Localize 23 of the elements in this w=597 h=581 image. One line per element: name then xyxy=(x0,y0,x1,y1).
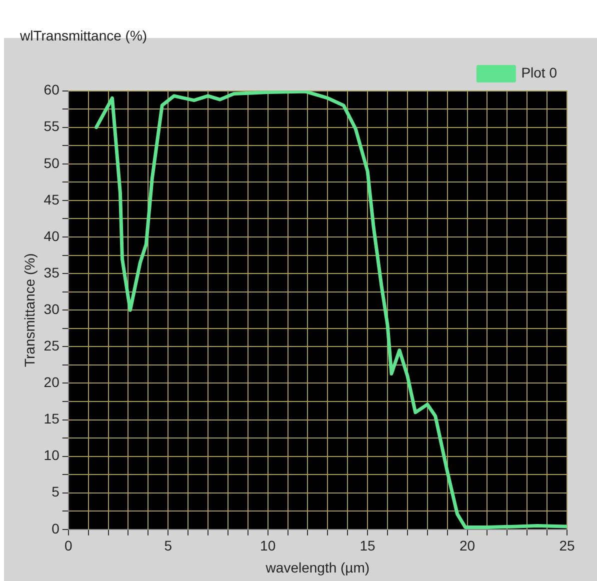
x-tick-label: 15 xyxy=(360,538,376,554)
x-tick-label: 10 xyxy=(260,538,276,554)
y-tick-label: 50 xyxy=(44,154,60,171)
y-tick-label: 5 xyxy=(52,484,60,500)
chart-title: wlTransmittance (%) xyxy=(19,27,148,44)
y-axis-title: Transmittance (%) xyxy=(21,253,38,368)
y-tick-label: 10 xyxy=(44,447,60,464)
y-tick-label: 25 xyxy=(44,338,60,354)
y-tick-label: 35 xyxy=(44,264,60,280)
x-tick-label: 0 xyxy=(64,538,72,554)
x-axis-title: wavelength (µm) xyxy=(264,559,370,576)
y-tick-label: 55 xyxy=(44,118,60,134)
x-tick-label: 25 xyxy=(559,538,575,554)
y-tick-label: 40 xyxy=(44,228,60,244)
x-tick-label: 5 xyxy=(164,538,172,554)
y-tick-label: 60 xyxy=(44,82,60,98)
y-tick-label: 45 xyxy=(44,191,60,208)
x-tick-label: 20 xyxy=(459,538,476,554)
y-tick-label: 15 xyxy=(44,410,60,427)
y-tick-label: 0 xyxy=(52,520,60,536)
y-tick-label: 30 xyxy=(44,300,60,317)
y-tick-label: 20 xyxy=(44,374,60,390)
legend-label: Plot 0 xyxy=(521,64,558,81)
